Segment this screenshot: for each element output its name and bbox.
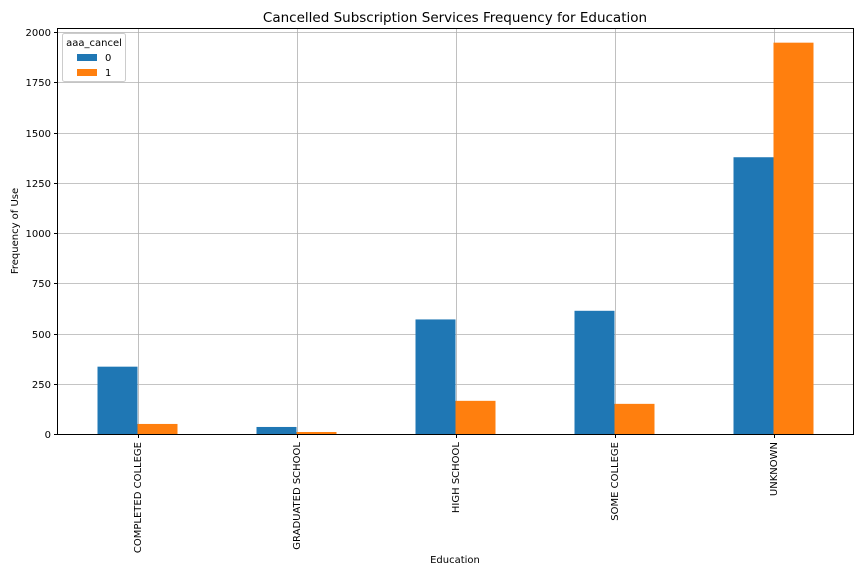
- y-tick-label: 750: [32, 279, 51, 290]
- bar-series-1-unknown: [773, 42, 814, 435]
- x-tick-label: SOME COLLEGE: [610, 442, 621, 521]
- bar-series-1-high-school: [455, 400, 496, 434]
- x-tick-label: HIGH SCHOOL: [451, 442, 462, 514]
- bar-series-0-graduated-school: [256, 426, 297, 434]
- x-axis-label: Education: [430, 555, 480, 566]
- bar-series-0-unknown: [733, 157, 774, 434]
- y-tick-label: 2000: [26, 28, 51, 39]
- y-tick-label: 250: [32, 380, 51, 391]
- bar-series-1-completed-college: [137, 423, 178, 434]
- x-tick-label: UNKNOWN: [769, 442, 780, 496]
- legend-swatch-0: [77, 54, 97, 61]
- legend-label-0: 0: [105, 53, 111, 64]
- x-tick-label: GRADUATED SCHOOL: [292, 442, 303, 550]
- x-axis: COMPLETED COLLEGE GRADUATED SCHOOL HIGH SC…: [133, 434, 780, 553]
- y-tick-label: 0: [45, 430, 51, 441]
- x-tick-label: COMPLETED COLLEGE: [133, 442, 144, 553]
- y-tick-label: 1000: [26, 229, 51, 240]
- bar-series-0-completed-college: [97, 366, 138, 434]
- bar-series-1-graduated-school: [296, 431, 337, 434]
- plot-frame: [57, 28, 854, 435]
- y-tick-label: 1750: [26, 78, 51, 89]
- legend-label-1: 1: [105, 68, 111, 79]
- bars: [97, 42, 814, 435]
- y-tick-label: 500: [32, 330, 51, 341]
- bar-series-0-high-school: [415, 319, 456, 434]
- bar-series-0-some-college: [574, 310, 615, 434]
- y-tick-label: 1500: [26, 129, 51, 140]
- bar-series-1-some-college: [614, 403, 655, 434]
- chart-title: Cancelled Subscription Services Frequenc…: [263, 10, 647, 26]
- legend: aaa_cancel 0 1: [62, 33, 126, 82]
- legend-title: aaa_cancel: [66, 38, 122, 49]
- y-axis-label: Frequency of Use: [10, 188, 21, 274]
- y-axis: 0 250 500 750 1000 1250 1500 1750 2000: [26, 28, 58, 441]
- y-tick-label: 1250: [26, 179, 51, 190]
- legend-swatch-1: [77, 69, 97, 76]
